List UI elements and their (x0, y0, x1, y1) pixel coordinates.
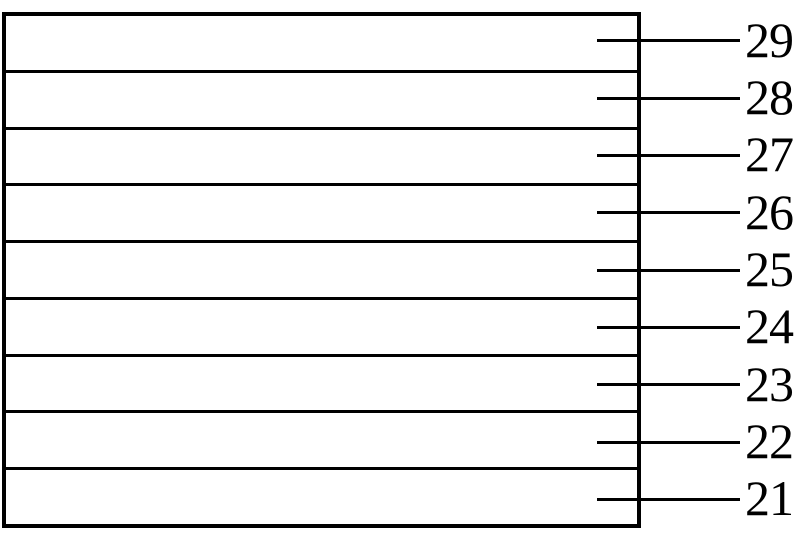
leader-line-23 (597, 383, 740, 387)
reference-numeral: 25 (745, 241, 794, 297)
reference-numeral: 21 (745, 470, 794, 527)
leader-line-24 (597, 325, 740, 329)
leader-line-29 (597, 39, 740, 43)
reference-numeral: 24 (745, 298, 794, 355)
reference-numeral: 29 (745, 11, 794, 68)
reference-numeral: 28 (745, 69, 794, 125)
leader-line-27 (597, 153, 740, 157)
layer-24 (6, 296, 637, 354)
layer-23 (6, 353, 637, 411)
layer-25 (6, 240, 637, 297)
layer-29 (6, 16, 637, 70)
leader-line-28 (597, 96, 740, 100)
layer-26 (6, 183, 637, 241)
reference-numeral: 22 (745, 413, 794, 469)
leader-line-21 (597, 497, 740, 501)
leader-line-25 (597, 268, 740, 272)
reference-numeral: 26 (745, 183, 794, 240)
layer-21 (6, 467, 637, 525)
layer-28 (6, 69, 637, 127)
leader-line-22 (597, 440, 740, 444)
reference-numeral: 23 (745, 355, 794, 412)
layer-stack-box (2, 12, 641, 528)
layer-27 (6, 126, 637, 184)
layer-22 (6, 410, 637, 468)
leader-line-26 (597, 211, 740, 215)
reference-numeral: 27 (745, 126, 794, 183)
